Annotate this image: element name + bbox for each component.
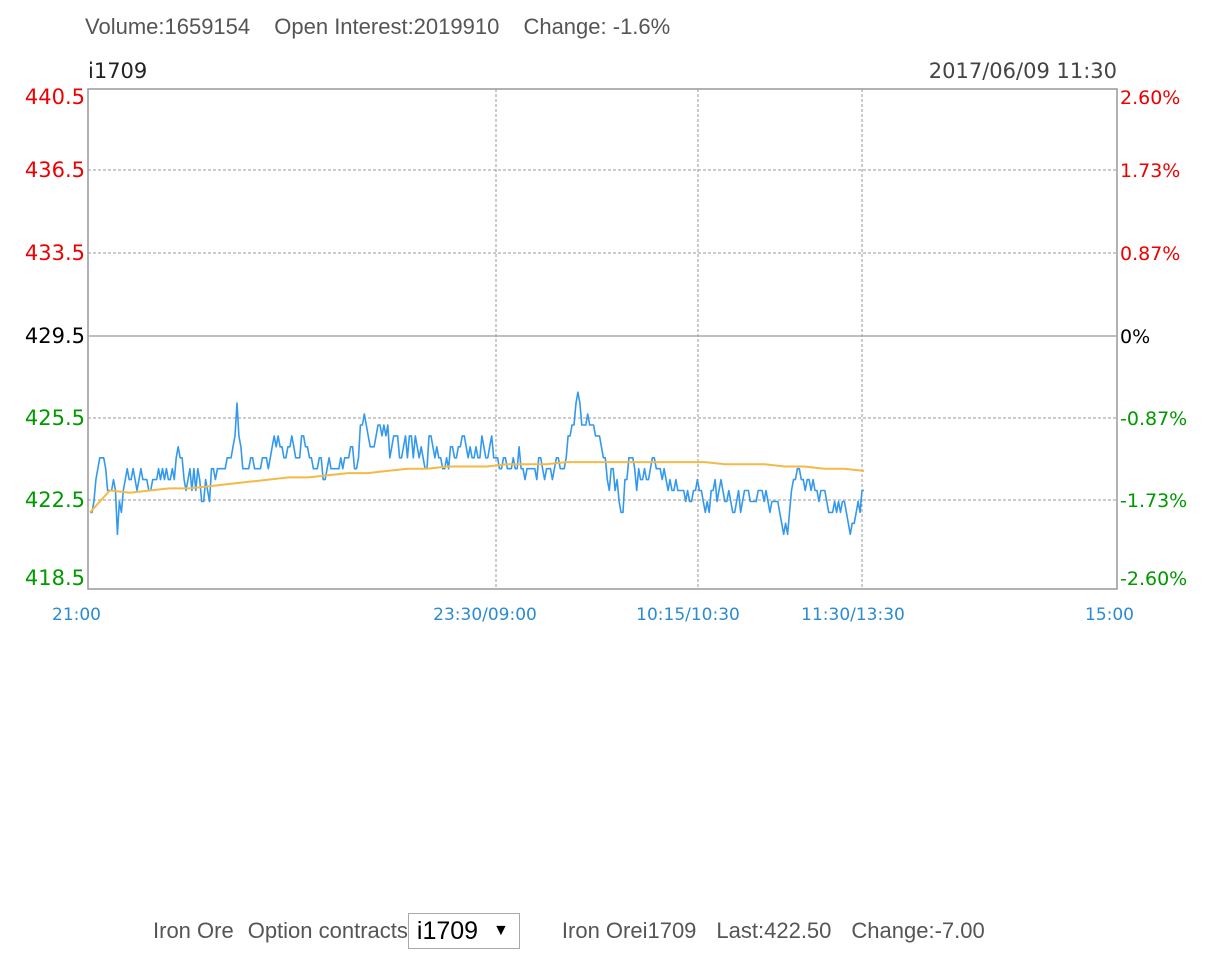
y-tick-label-right: 0% (1120, 326, 1150, 348)
stats-bar: Volume:1659154 Open Interest:2019910 Cha… (85, 14, 688, 40)
price-change: Change:-7.00 (851, 918, 985, 943)
y-tick-label-right: -1.73% (1120, 490, 1187, 512)
contract-select-value: i1709 (416, 916, 479, 945)
y-tick-label-left: 425.5 (25, 406, 85, 430)
volume-text: Volume:1659154 (85, 14, 251, 39)
commodity-name: Iron Ore (153, 918, 234, 943)
y-tick-label-left: 440.5 (25, 85, 85, 109)
average-price-line (89, 461, 865, 514)
y-tick-label-left: 422.5 (25, 488, 85, 512)
price-line (90, 391, 864, 536)
y-tick-label-right: -0.87% (1120, 408, 1187, 430)
x-tick-label: 15:00 (1085, 605, 1134, 625)
y-tick-label-left: 418.5 (25, 566, 85, 590)
open-interest-text: Open Interest:2019910 (274, 14, 500, 39)
change-percent-text: Change: -1.6% (523, 14, 671, 39)
y-tick-label-right: 0.87% (1120, 243, 1180, 265)
x-tick-label: 10:15/10:30 (636, 605, 740, 625)
y-tick-label-left: 433.5 (25, 241, 85, 265)
chevron-down-icon: ▼ (493, 922, 509, 939)
option-contracts-label: Option contracts (247, 918, 408, 943)
y-tick-label-left: 429.5 (25, 324, 85, 348)
intraday-price-chart: 440.5 436.5 433.5 429.5 425.5 422.5 418.5 2.60%… (25, 59, 1187, 625)
x-tick-label: 11:30/13:30 (801, 605, 905, 625)
plot-frame (87, 88, 1118, 590)
chart-title: i1709 (88, 59, 147, 83)
bottom-quote-bar: Iron Ore Option contracts i1709 ▼ Iron O… (153, 912, 985, 950)
chart-timestamp: 2017/06/09 11:30 (929, 59, 1117, 83)
quote-name: Iron Orei1709 (561, 918, 697, 943)
y-tick-label-right: 2.60% (1120, 87, 1180, 109)
last-price: Last:422.50 (716, 918, 832, 943)
y-tick-label-right: -2.60% (1120, 568, 1187, 590)
y-tick-label-left: 436.5 (25, 158, 85, 182)
y-tick-label-right: 1.73% (1120, 160, 1180, 182)
contract-select[interactable]: i1709 ▼ (407, 913, 520, 949)
x-tick-label: 23:30/09:00 (433, 605, 537, 625)
x-tick-label: 21:00 (52, 605, 101, 625)
